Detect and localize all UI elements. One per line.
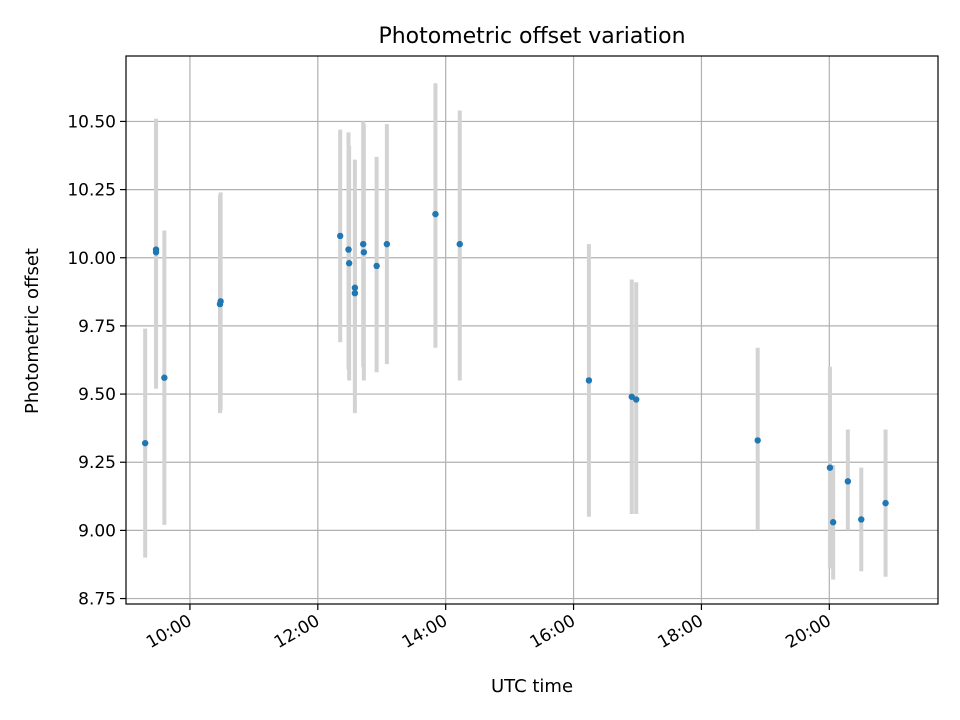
- data-point: [217, 298, 224, 305]
- y-tick-label: 10.25: [67, 181, 116, 201]
- data-point: [152, 246, 160, 253]
- data-point: [858, 516, 865, 523]
- data-point: [351, 284, 359, 291]
- y-tick-label: 9.00: [78, 521, 116, 541]
- y-axis-ticks: 8.75 9.00 9.25 9.50 9.75 10.00 10.25 10.50: [67, 112, 126, 610]
- data-point: [336, 232, 344, 240]
- y-tick-label: 10.00: [67, 249, 116, 269]
- data-point: [141, 439, 149, 447]
- data-point: [829, 519, 837, 526]
- data-point: [360, 249, 368, 256]
- data-point: [360, 240, 367, 248]
- grid: [126, 56, 938, 604]
- data-point: [456, 240, 463, 248]
- y-tick-label: 9.50: [78, 385, 116, 405]
- data-point: [383, 240, 391, 248]
- data-point: [844, 478, 852, 485]
- data-point: [351, 289, 359, 297]
- data-point: [161, 374, 168, 381]
- y-tick-label: 10.50: [67, 112, 116, 132]
- plot-frame: [125, 55, 939, 605]
- data-point: [345, 246, 352, 253]
- data-point: [432, 210, 439, 218]
- chart-title: Photometric offset variation: [378, 24, 685, 49]
- y-tick-label: 8.75: [78, 590, 116, 610]
- x-axis-label: UTC time: [491, 676, 573, 697]
- data-point: [345, 260, 353, 267]
- y-tick-label: 9.75: [78, 317, 116, 337]
- data-points: [141, 210, 889, 526]
- y-axis-label: Photometric offset: [22, 248, 43, 414]
- y-tick-label: 9.25: [78, 453, 116, 473]
- data-point: [373, 262, 380, 270]
- data-point: [754, 437, 761, 444]
- data-point: [585, 377, 593, 384]
- data-point: [826, 464, 834, 471]
- data-point: [633, 396, 640, 403]
- data-point: [882, 499, 889, 507]
